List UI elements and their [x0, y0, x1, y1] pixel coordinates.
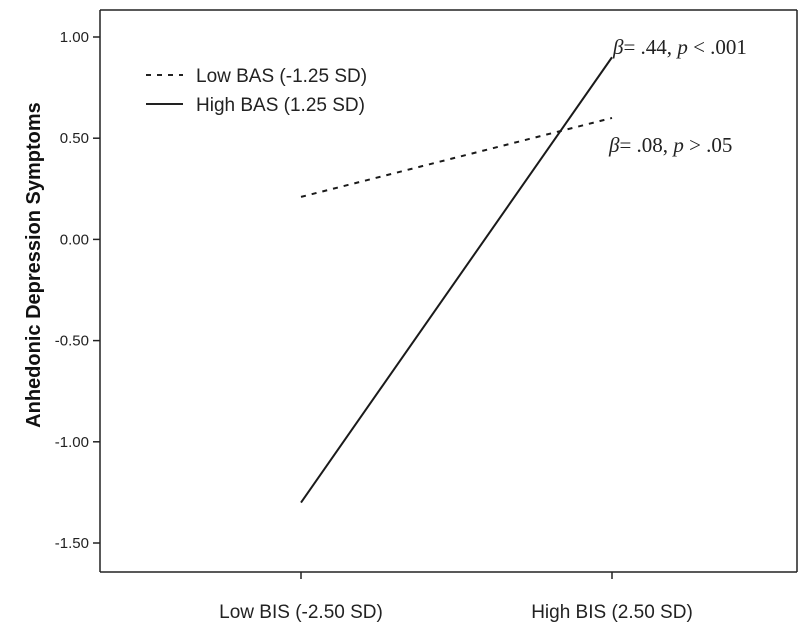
plot-area: [99, 9, 798, 573]
legend: Low BAS (-1.25 SD) High BAS (1.25 SD): [146, 66, 367, 116]
annotation-low-bas: β= .08, p > .05: [608, 133, 732, 157]
y-tick-label: 0.50: [60, 130, 89, 147]
legend-label-low-bas: Low BAS (-1.25 SD): [196, 66, 367, 87]
y-ticks: 1.00 0.50 0.00 -0.50 -1.00 -1.50: [55, 29, 100, 552]
y-axis-title: Anhedonic Depression Symptoms: [23, 102, 45, 428]
x-tick-label: Low BIS (-2.50 SD): [219, 602, 383, 623]
series-line-low-bas: [300, 116, 613, 198]
x-tick-label: High BIS (2.50 SD): [531, 602, 693, 623]
y-tick-label: 0.00: [60, 231, 89, 248]
y-tick-label: -0.50: [55, 333, 89, 350]
series-line-high-bas: [300, 56, 613, 504]
y-tick-label: -1.00: [55, 434, 89, 451]
y-tick-label: 1.00: [60, 29, 89, 46]
series-lines: [300, 56, 613, 504]
legend-label-high-bas: High BAS (1.25 SD): [196, 95, 365, 116]
x-ticks: Low BIS (-2.50 SD) High BIS (2.50 SD): [219, 572, 693, 623]
y-tick-label: -1.50: [55, 535, 89, 552]
annotation-high-bas: β= .44, p < .001: [612, 35, 747, 59]
